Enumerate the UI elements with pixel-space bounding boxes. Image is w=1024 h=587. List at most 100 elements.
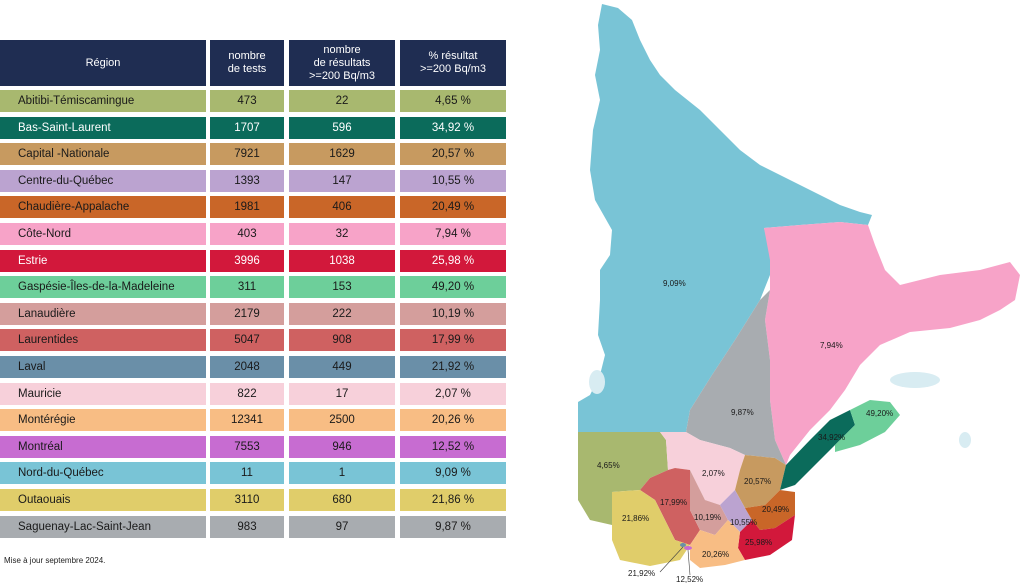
table-row: Montréal 7553 946 12,52 % bbox=[0, 435, 508, 458]
region-cote-nord bbox=[764, 222, 1020, 465]
header-tests: nombre de tests bbox=[210, 40, 284, 86]
region-cell: Nord-du-Québec bbox=[0, 462, 206, 485]
island-anticosti bbox=[959, 432, 971, 448]
label-estrie: 25,98% bbox=[745, 538, 772, 547]
tests-cell: 12341 bbox=[210, 409, 284, 432]
label-outaouais: 21,86% bbox=[622, 514, 649, 523]
region-cell: Outaouais bbox=[0, 488, 206, 511]
label-capitale-nationale: 20,57% bbox=[744, 477, 771, 486]
region-cell: Bas-Saint-Laurent bbox=[0, 116, 206, 139]
label-chaudiere-appalaches: 20,49% bbox=[762, 505, 789, 514]
label-mauricie: 2,07% bbox=[702, 469, 725, 478]
region-centre-du-quebec bbox=[720, 490, 752, 532]
percent-cell: 25,98 % bbox=[400, 249, 506, 272]
leader-montreal bbox=[687, 549, 691, 576]
header-region: Région bbox=[0, 40, 206, 86]
region-estrie bbox=[738, 515, 795, 560]
results-cell: 449 bbox=[289, 355, 395, 378]
percent-cell: 20,57 % bbox=[400, 143, 506, 166]
tests-cell: 7553 bbox=[210, 435, 284, 458]
tests-cell: 1981 bbox=[210, 196, 284, 219]
region-chaudiere-appalaches bbox=[745, 490, 795, 530]
region-cell: Estrie bbox=[0, 249, 206, 272]
percent-cell: 10,19 % bbox=[400, 302, 506, 325]
results-cell: 1038 bbox=[289, 249, 395, 272]
label-lanaudiere: 10,19% bbox=[694, 513, 721, 522]
table-row: Lanaudière 2179 222 10,19 % bbox=[0, 302, 508, 325]
region-capitale-nationale bbox=[735, 455, 786, 508]
results-cell: 1629 bbox=[289, 143, 395, 166]
region-montreal bbox=[684, 546, 692, 550]
label-monteregie: 20,26% bbox=[702, 550, 729, 559]
percent-cell: 9,87 % bbox=[400, 515, 506, 538]
percent-cell: 7,94 % bbox=[400, 222, 506, 245]
tests-cell: 3996 bbox=[210, 249, 284, 272]
table-row: Mauricie 822 17 2,07 % bbox=[0, 382, 508, 405]
region-cell: Montérégie bbox=[0, 409, 206, 432]
header-results: nombre de résultats >=200 Bq/m3 bbox=[289, 40, 395, 86]
region-gaspesie bbox=[835, 400, 900, 452]
table-row: Bas-Saint-Laurent 1707 596 34,92 % bbox=[0, 116, 508, 139]
tests-cell: 5047 bbox=[210, 329, 284, 352]
percent-cell: 34,92 % bbox=[400, 116, 506, 139]
tests-cell: 2048 bbox=[210, 355, 284, 378]
tests-cell: 473 bbox=[210, 90, 284, 112]
tests-cell: 983 bbox=[210, 515, 284, 538]
region-mauricie bbox=[660, 432, 745, 505]
results-cell: 32 bbox=[289, 222, 395, 245]
tests-cell: 403 bbox=[210, 222, 284, 245]
tests-cell: 311 bbox=[210, 276, 284, 299]
results-cell: 22 bbox=[289, 90, 395, 112]
region-nord-du-quebec bbox=[578, 4, 872, 432]
label-montreal: 12,52% bbox=[676, 575, 703, 584]
region-lanaudiere bbox=[690, 470, 728, 535]
table-row: Capital -Nationale 7921 1629 20,57 % bbox=[0, 143, 508, 166]
table-row: Chaudière-Appalache 1981 406 20,49 % bbox=[0, 196, 508, 219]
table-row: Centre-du-Québec 1393 147 10,55 % bbox=[0, 169, 508, 192]
region-cell: Montréal bbox=[0, 435, 206, 458]
radon-results-table: Région nombre de tests nombre de résulta… bbox=[0, 40, 508, 542]
table-row: Estrie 3996 1038 25,98 % bbox=[0, 249, 508, 272]
region-cell: Laurentides bbox=[0, 329, 206, 352]
lake-island bbox=[890, 372, 940, 388]
table-row: Abitibi-Témiscamingue 473 22 4,65 % bbox=[0, 90, 508, 112]
percent-cell: 21,86 % bbox=[400, 488, 506, 511]
label-bas-saint-laurent: 34,92% bbox=[818, 433, 845, 442]
region-saguenay bbox=[686, 290, 786, 465]
tests-cell: 11 bbox=[210, 462, 284, 485]
percent-cell: 21,92 % bbox=[400, 355, 506, 378]
region-bas-saint-laurent bbox=[780, 410, 855, 490]
label-gaspesie: 49,20% bbox=[866, 409, 893, 418]
results-cell: 946 bbox=[289, 435, 395, 458]
results-cell: 97 bbox=[289, 515, 395, 538]
tests-cell: 7921 bbox=[210, 143, 284, 166]
table-row: Laurentides 5047 908 17,99 % bbox=[0, 329, 508, 352]
results-cell: 1 bbox=[289, 462, 395, 485]
label-centre-du-quebec: 10,55% bbox=[730, 518, 757, 527]
table-row: Outaouais 3110 680 21,86 % bbox=[0, 488, 508, 511]
region-cell: Abitibi-Témiscamingue bbox=[0, 90, 206, 112]
results-cell: 222 bbox=[289, 302, 395, 325]
tests-cell: 2179 bbox=[210, 302, 284, 325]
region-cell: Laval bbox=[0, 355, 206, 378]
results-cell: 596 bbox=[289, 116, 395, 139]
region-cell: Centre-du-Québec bbox=[0, 169, 206, 192]
update-note: Mise à jour septembre 2024. bbox=[4, 556, 106, 565]
percent-cell: 20,26 % bbox=[400, 409, 506, 432]
label-laval: 21,92% bbox=[628, 569, 655, 578]
table-row: Nord-du-Québec 11 1 9,09 % bbox=[0, 462, 508, 485]
tests-cell: 3110 bbox=[210, 488, 284, 511]
region-laval bbox=[680, 543, 686, 547]
results-cell: 153 bbox=[289, 276, 395, 299]
label-laurentides: 17,99% bbox=[660, 498, 687, 507]
results-cell: 908 bbox=[289, 329, 395, 352]
table-row: Laval 2048 449 21,92 % bbox=[0, 355, 508, 378]
region-abitibi bbox=[578, 432, 668, 525]
label-nord-du-quebec: 9,09% bbox=[663, 279, 686, 288]
region-cell: Mauricie bbox=[0, 382, 206, 405]
percent-cell: 17,99 % bbox=[400, 329, 506, 352]
results-cell: 147 bbox=[289, 169, 395, 192]
percent-cell: 2,07 % bbox=[400, 382, 506, 405]
header-percent: % résultat >=200 Bq/m3 bbox=[400, 40, 506, 86]
